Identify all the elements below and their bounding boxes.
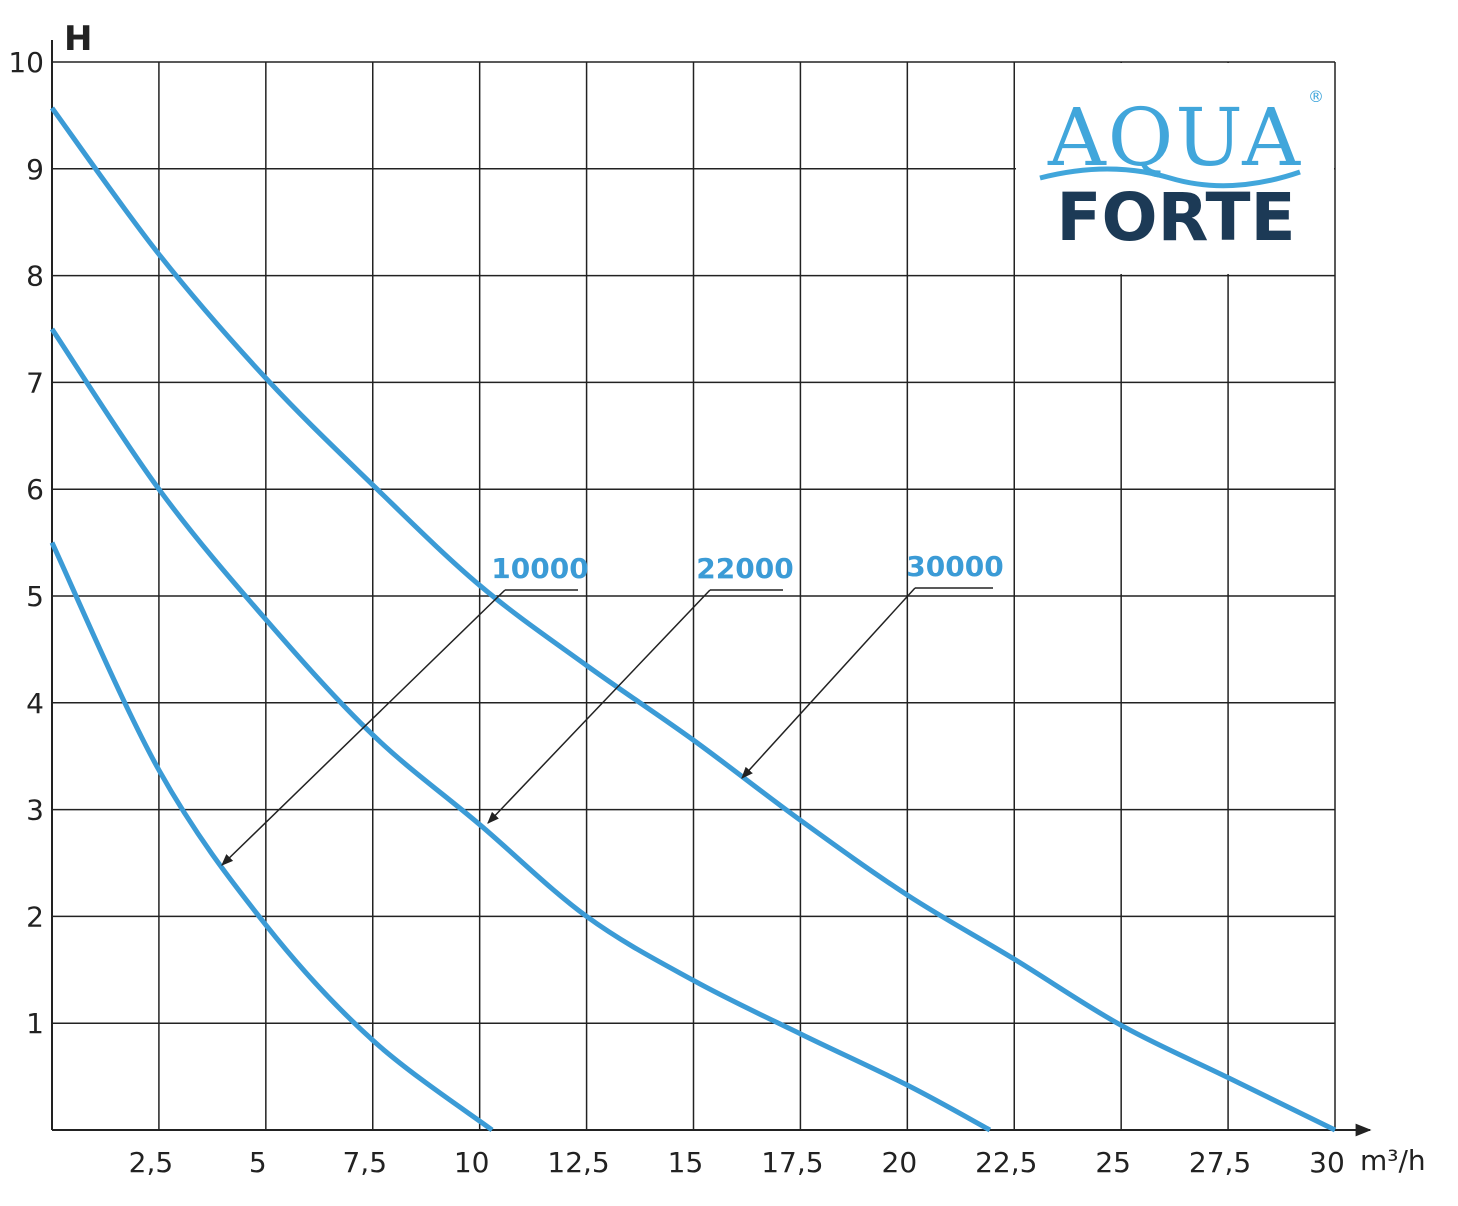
x-tick-label: 10 [454, 1146, 490, 1179]
x-tick-label: 22,5 [975, 1146, 1037, 1179]
series-label: 30000 [906, 550, 1003, 583]
series-line [49, 541, 494, 1132]
x-tick-label: 7,5 [342, 1146, 387, 1179]
logo-wave [1039, 166, 1301, 189]
y-tick-label: 3 [26, 794, 44, 827]
y-tick-label: 6 [26, 473, 44, 506]
x-tick-label: 27,5 [1189, 1146, 1251, 1179]
x-tick-label: 5 [249, 1146, 267, 1179]
y-tick-label: 4 [26, 687, 44, 720]
label-arrow [741, 587, 916, 779]
y-tick-label: 7 [26, 366, 44, 399]
y-tick-label: 1 [26, 1007, 44, 1040]
logo-mark: ® [1308, 87, 1324, 106]
label-arrow [221, 589, 506, 866]
x-axis-label: m³/h [1360, 1144, 1426, 1177]
x-tick-label: 15 [668, 1146, 704, 1179]
logo-bottom: FORTE [1056, 179, 1295, 256]
y-tick-label: 8 [26, 260, 44, 293]
series-line [49, 106, 1337, 1133]
y-tick-label: 5 [26, 580, 44, 613]
y-axis-label: H [64, 19, 92, 59]
x-tick-label: 17,5 [761, 1146, 823, 1179]
x-tick-label: 30 [1309, 1146, 1345, 1179]
x-tick-label: 2,5 [129, 1146, 174, 1179]
series-line [49, 327, 992, 1133]
y-tick-label: 10 [8, 46, 44, 79]
x-tick-label: 25 [1095, 1146, 1131, 1179]
x-tick-label: 20 [882, 1146, 918, 1179]
series-label: 22000 [696, 552, 793, 585]
y-tick-label: 2 [26, 900, 44, 933]
label-arrow [487, 589, 711, 824]
x-tick-label: 12,5 [547, 1146, 609, 1179]
y-tick-label: 9 [26, 153, 44, 186]
logo-box [1016, 63, 1334, 274]
series-label: 10000 [491, 552, 588, 585]
